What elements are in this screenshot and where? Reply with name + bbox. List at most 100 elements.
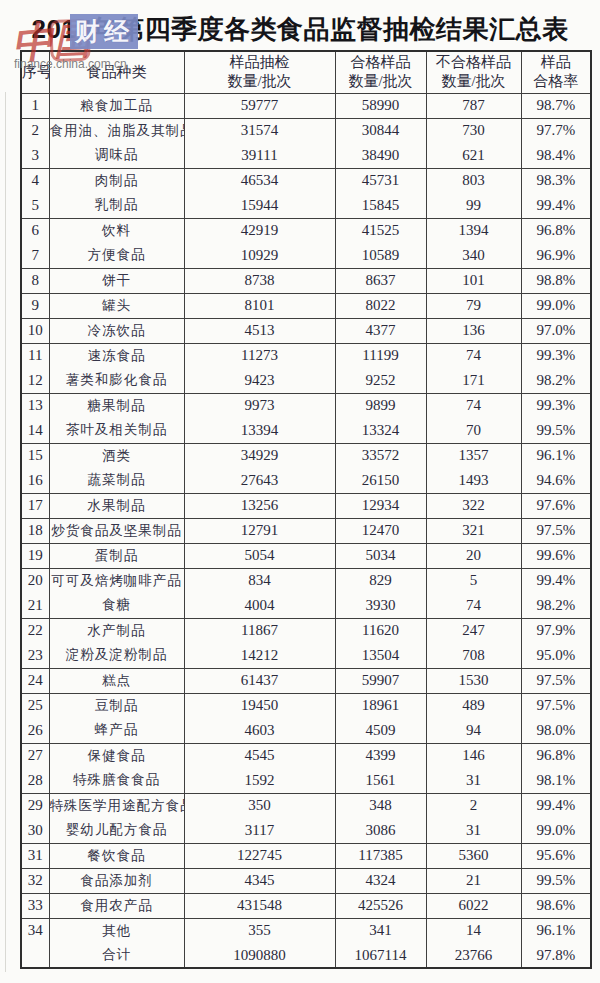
cell-unqualified: 321 [426, 518, 521, 543]
cell-qualified: 11620 [335, 618, 426, 643]
cell-rate: 99.4% [521, 793, 591, 818]
cell-sampled: 1090880 [184, 943, 335, 968]
cell-qualified: 117385 [335, 843, 426, 868]
table-row: 29特殊医学用途配方食品350348299.4% [21, 793, 591, 818]
cell-no: 30 [21, 818, 49, 843]
cell-unqualified: 101 [426, 268, 521, 293]
cell-sampled: 11867 [184, 618, 335, 643]
cell-unqualified: 74 [426, 393, 521, 418]
cell-unqualified: 99 [426, 193, 521, 218]
cell-no: 31 [21, 843, 49, 868]
cell-category: 肉制品 [49, 168, 184, 193]
table-row: 6饮料4291941525139496.8% [21, 218, 591, 243]
cell-category: 蜂产品 [49, 718, 184, 743]
cell-rate: 98.1% [521, 768, 591, 793]
cell-rate: 98.2% [521, 593, 591, 618]
cell-rate: 96.9% [521, 243, 591, 268]
cell-no [21, 943, 49, 968]
cell-qualified: 348 [335, 793, 426, 818]
cell-unqualified: 136 [426, 318, 521, 343]
cell-rate: 96.1% [521, 918, 591, 943]
cell-category: 糖果制品 [49, 393, 184, 418]
cell-rate: 99.5% [521, 418, 591, 443]
table-row: 33食用农产品431548425526602298.6% [21, 893, 591, 918]
cell-sampled: 27643 [184, 468, 335, 493]
cell-sampled: 19450 [184, 693, 335, 718]
page-edge-line [5, 92, 6, 972]
cell-category: 罐头 [49, 293, 184, 318]
cell-category: 茶叶及相关制品 [49, 418, 184, 443]
cell-rate: 97.5% [521, 668, 591, 693]
cell-unqualified: 322 [426, 493, 521, 518]
cell-category: 保健食品 [49, 743, 184, 768]
table-row: 11速冻食品11273111997499.3% [21, 343, 591, 368]
cell-unqualified: 621 [426, 143, 521, 168]
cell-category: 冷冻饮品 [49, 318, 184, 343]
cell-no: 21 [21, 593, 49, 618]
cell-no: 5 [21, 193, 49, 218]
header-line-2: 数量/批次 [427, 72, 521, 91]
cell-no: 17 [21, 493, 49, 518]
cell-category: 婴幼儿配方食品 [49, 818, 184, 843]
cell-category: 特殊医学用途配方食品 [49, 793, 184, 818]
cell-rate: 99.0% [521, 818, 591, 843]
cell-sampled: 46534 [184, 168, 335, 193]
cell-no: 4 [21, 168, 49, 193]
header-line-2: 数量/批次 [185, 72, 335, 91]
cell-sampled: 122745 [184, 843, 335, 868]
cell-qualified: 26150 [335, 468, 426, 493]
cell-rate: 97.7% [521, 118, 591, 143]
table-row: 16蔬菜制品2764326150149394.6% [21, 468, 591, 493]
cell-sampled: 12791 [184, 518, 335, 543]
cell-category: 炒货食品及坚果制品 [49, 518, 184, 543]
cell-rate: 98.0% [521, 718, 591, 743]
cell-rate: 98.2% [521, 368, 591, 393]
cell-rate: 97.6% [521, 493, 591, 518]
cell-qualified: 8022 [335, 293, 426, 318]
cell-category: 食用油、油脂及其制品 [49, 118, 184, 143]
cell-rate: 99.5% [521, 868, 591, 893]
cell-sampled: 4345 [184, 868, 335, 893]
cell-sampled: 34929 [184, 443, 335, 468]
cell-unqualified: 1493 [426, 468, 521, 493]
table-row: 7方便食品109291058934096.9% [21, 243, 591, 268]
table-row: 24糕点6143759907153097.5% [21, 668, 591, 693]
cell-unqualified: 708 [426, 643, 521, 668]
header-line-1: 序号 [22, 63, 49, 82]
cell-sampled: 4545 [184, 743, 335, 768]
cell-unqualified: 5 [426, 568, 521, 593]
cell-category: 淀粉及淀粉制品 [49, 643, 184, 668]
cell-unqualified: 787 [426, 93, 521, 118]
table-row: 20可可及焙烤咖啡产品834829599.4% [21, 568, 591, 593]
cell-unqualified: 6022 [426, 893, 521, 918]
cell-qualified: 10589 [335, 243, 426, 268]
header-line-1: 不合格样品 [427, 53, 521, 72]
cell-category: 蛋制品 [49, 543, 184, 568]
cell-rate: 98.3% [521, 168, 591, 193]
table-row: 5乳制品15944158459999.4% [21, 193, 591, 218]
cell-no: 8 [21, 268, 49, 293]
cell-rate: 97.5% [521, 518, 591, 543]
cell-unqualified: 70 [426, 418, 521, 443]
cell-category: 粮食加工品 [49, 93, 184, 118]
cell-qualified: 41525 [335, 218, 426, 243]
cell-qualified: 9252 [335, 368, 426, 393]
cell-unqualified: 14 [426, 918, 521, 943]
cell-category: 酒类 [49, 443, 184, 468]
cell-no: 15 [21, 443, 49, 468]
table-row: 31餐饮食品122745117385536095.6% [21, 843, 591, 868]
cell-unqualified: 21 [426, 868, 521, 893]
cell-unqualified: 2 [426, 793, 521, 818]
cell-qualified: 425526 [335, 893, 426, 918]
cell-qualified: 30844 [335, 118, 426, 143]
cell-no: 6 [21, 218, 49, 243]
cell-category: 食糖 [49, 593, 184, 618]
cell-qualified: 11199 [335, 343, 426, 368]
cell-category: 蔬菜制品 [49, 468, 184, 493]
cell-category: 食品添加剂 [49, 868, 184, 893]
cell-no: 2 [21, 118, 49, 143]
cell-category: 合计 [49, 943, 184, 968]
cell-category: 方便食品 [49, 243, 184, 268]
inspection-summary-table: 序号食品种类样品抽检数量/批次合格样品数量/批次不合格样品数量/批次样品合格率 … [20, 50, 592, 969]
cell-category: 特殊膳食食品 [49, 768, 184, 793]
